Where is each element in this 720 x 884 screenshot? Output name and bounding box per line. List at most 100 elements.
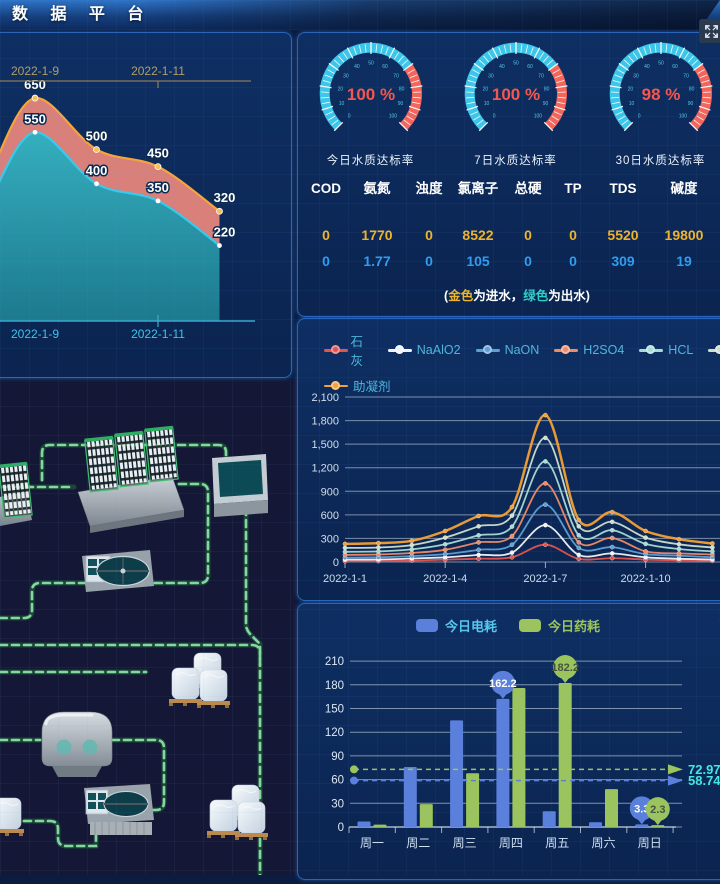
table-header-cell: COD bbox=[304, 181, 348, 196]
table-cell: 19800 bbox=[652, 227, 716, 243]
table-cell: 0 bbox=[406, 253, 452, 269]
legend-item-HCL[interactable]: HCL bbox=[639, 343, 693, 357]
data-label: 450 bbox=[147, 146, 169, 161]
table-cell: 0 bbox=[504, 227, 552, 243]
svg-text:90: 90 bbox=[397, 101, 403, 107]
svg-text:100: 100 bbox=[388, 113, 397, 119]
x-category-label: 周三 bbox=[453, 836, 477, 850]
table-cell: 0 bbox=[304, 253, 348, 269]
membrane-rack-left bbox=[0, 462, 32, 526]
svg-text:2022-1-7: 2022-1-7 bbox=[523, 573, 567, 585]
data-label: 550 bbox=[24, 111, 46, 126]
legend-item-NaON[interactable]: NaON bbox=[476, 343, 540, 357]
table-cell: 0 bbox=[504, 253, 552, 269]
table-header-cell: 总硬 bbox=[504, 181, 552, 196]
table-header-cell: 氨氮 bbox=[348, 181, 406, 196]
note-part: 为出水) bbox=[548, 289, 590, 303]
page-title: 数 据 平 台 bbox=[0, 0, 720, 30]
svg-text:600: 600 bbox=[321, 510, 339, 522]
svg-text:0: 0 bbox=[347, 113, 350, 119]
svg-text:10: 10 bbox=[338, 101, 344, 107]
svg-text:900: 900 bbox=[321, 486, 339, 498]
clear-water-pool bbox=[212, 454, 268, 517]
svg-text:1,200: 1,200 bbox=[311, 463, 339, 475]
svg-text:60: 60 bbox=[331, 775, 344, 787]
storage-tank-machine bbox=[42, 712, 112, 777]
table-note: (金色为进水，绿色为出水) bbox=[298, 285, 720, 304]
svg-text:20: 20 bbox=[482, 87, 488, 93]
legend-item-H2SO4[interactable]: H2SO4 bbox=[554, 343, 624, 357]
table-cell: 5520 bbox=[594, 227, 652, 243]
svg-text:10: 10 bbox=[483, 101, 489, 107]
svg-text:30: 30 bbox=[331, 798, 344, 810]
svg-text:2022-1-11: 2022-1-11 bbox=[131, 64, 185, 78]
consumption-legend: 今日电耗 今日药耗 bbox=[298, 616, 718, 635]
legend-item-今日电耗[interactable]: 今日电耗 bbox=[416, 616, 497, 635]
table-cell: 1.77 bbox=[348, 253, 406, 269]
svg-text:40: 40 bbox=[644, 64, 650, 70]
table-cell: 0 bbox=[304, 227, 348, 243]
table-cell: 309 bbox=[594, 253, 652, 269]
gauge-value: 100 % bbox=[346, 85, 394, 104]
svg-text:80: 80 bbox=[543, 87, 549, 93]
x-category-label: 周日 bbox=[638, 836, 662, 850]
x-category-label: 周二 bbox=[406, 836, 430, 850]
note-part: 绿色 bbox=[523, 289, 548, 303]
data-label: 320 bbox=[214, 190, 236, 205]
table-cell: 0 bbox=[552, 227, 594, 243]
legend-label: HCL bbox=[668, 343, 693, 357]
svg-text:2022-1-9: 2022-1-9 bbox=[11, 64, 59, 78]
clarifier-tank-1 bbox=[82, 550, 154, 592]
svg-text:2022-1-11: 2022-1-11 bbox=[131, 327, 185, 341]
svg-text:50: 50 bbox=[368, 61, 374, 67]
x-category-label: 周一 bbox=[360, 836, 384, 850]
chemical-bags-cluster-1 bbox=[169, 653, 230, 708]
panel-dosing: 石灰NaAlO2NaONH2SO4HCLNaCLO助凝剂 03006009001… bbox=[297, 318, 720, 601]
plant-3d-view[interactable] bbox=[0, 380, 297, 875]
svg-text:1,500: 1,500 bbox=[311, 439, 339, 451]
dosing-legend: 石灰 NaAlO2 NaON H2SO4 HCL NaCLO 助凝剂 bbox=[324, 331, 720, 402]
svg-text:90: 90 bbox=[542, 101, 548, 107]
x-category-label: 周四 bbox=[499, 836, 523, 850]
legend-item-助凝剂[interactable]: 助凝剂 bbox=[324, 376, 391, 395]
legend-item-NaAlO2[interactable]: NaAlO2 bbox=[388, 343, 461, 357]
svg-text:30: 30 bbox=[343, 73, 349, 79]
table-header-cell: TDS bbox=[594, 181, 652, 196]
svg-text:60: 60 bbox=[672, 64, 678, 70]
svg-text:70: 70 bbox=[683, 73, 689, 79]
gauge-value: 98 % bbox=[641, 85, 680, 104]
data-label: 400 bbox=[86, 163, 108, 178]
legend-swatch bbox=[416, 619, 438, 632]
bar-chart-svg: 0306090120150180210周一周二周三周四周五周六周日72.9758… bbox=[298, 632, 720, 879]
svg-text:100: 100 bbox=[678, 113, 687, 119]
table-cell: 0 bbox=[406, 227, 452, 243]
legend-item-石灰[interactable]: 石灰 bbox=[324, 331, 373, 369]
fullscreen-expand-icon[interactable] bbox=[699, 19, 720, 43]
data-label: 220 bbox=[214, 225, 236, 240]
legend-label: H2SO4 bbox=[583, 343, 624, 357]
table-cell: 105 bbox=[452, 253, 504, 269]
svg-text:2022-1-9: 2022-1-9 bbox=[11, 327, 59, 341]
marker-value: 2.3 bbox=[650, 804, 665, 816]
table-header-cell: 碱度 bbox=[652, 181, 716, 196]
table-cell: 8522 bbox=[452, 227, 504, 243]
svg-text:1,800: 1,800 bbox=[311, 416, 339, 428]
legend-item-NaCLO[interactable]: NaCLO bbox=[708, 343, 720, 357]
svg-text:90: 90 bbox=[687, 101, 693, 107]
legend-item-今日药耗[interactable]: 今日药耗 bbox=[519, 616, 600, 635]
svg-text:50: 50 bbox=[658, 61, 664, 67]
note-part: 金色 bbox=[448, 289, 473, 303]
